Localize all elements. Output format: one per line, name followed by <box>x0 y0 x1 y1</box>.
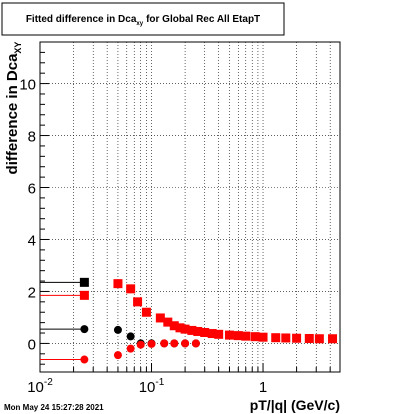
data-point-square <box>271 333 281 343</box>
data-point-square <box>175 323 185 333</box>
data-point-circle <box>181 339 190 348</box>
data-point-circle <box>113 351 122 360</box>
data-point-square <box>141 307 151 317</box>
data-point-circle <box>113 325 122 334</box>
data-point-square <box>126 284 136 294</box>
y-tick-label: 6 <box>28 181 36 198</box>
data-point-square <box>207 329 217 339</box>
y-axis-label: difference in DcaXY <box>4 42 23 175</box>
y-tick-label: 8 <box>28 129 36 146</box>
data-point-square <box>193 326 203 336</box>
x-tick-label: 10-1 <box>139 377 165 396</box>
data-point-square <box>163 317 173 327</box>
data-point-square <box>281 333 291 343</box>
data-point-square <box>314 334 324 344</box>
data-point-square <box>79 290 89 300</box>
data-point-square <box>155 313 165 323</box>
footer-timestamp: Mon May 24 15:27:28 2021 <box>4 403 104 412</box>
data-point-circle <box>147 339 156 348</box>
data-point-square <box>328 334 338 344</box>
y-tick-label: 0 <box>28 336 36 353</box>
data-point-square <box>233 331 243 341</box>
x-tick-label: 10-2 <box>27 377 53 396</box>
data-series <box>40 277 338 364</box>
data-point-circle <box>191 339 200 348</box>
data-point-circle <box>160 339 169 348</box>
series-red-squares <box>40 279 338 344</box>
chart-title: Fitted difference in Dcaxy for Global Rec… <box>26 14 260 27</box>
x-tick-label: 1 <box>259 379 267 396</box>
data-point-circle <box>126 332 135 341</box>
data-point-square <box>200 328 210 338</box>
axis-ticks: 0 2 4 6 8 10 10-2 10-1 1 <box>19 51 331 396</box>
data-point-circle <box>136 340 145 349</box>
data-point-square <box>241 331 251 341</box>
data-point-square <box>79 277 89 287</box>
data-point-square <box>304 333 314 343</box>
data-point-square <box>250 332 260 342</box>
data-point-square <box>180 324 190 334</box>
grid <box>40 42 340 372</box>
data-point-circle <box>126 344 135 353</box>
title-box: Fitted difference in Dcaxy for Global Rec… <box>1 2 285 36</box>
data-point-square <box>133 297 143 307</box>
data-point-circle <box>80 355 89 364</box>
data-point-square <box>113 279 123 289</box>
data-point-square <box>292 333 302 343</box>
data-point-square <box>169 321 179 331</box>
plot-area <box>39 41 341 373</box>
data-point-circle <box>170 339 179 348</box>
y-tick-label: 2 <box>28 284 36 301</box>
series-red-circles <box>40 339 200 364</box>
y-tick-label: 10 <box>19 77 36 94</box>
y-tick-label: 4 <box>28 232 36 249</box>
data-point-square <box>214 329 224 339</box>
data-point-square <box>224 330 234 340</box>
data-point-circle <box>80 325 89 334</box>
x-axis-label: pT/|q| (GeV/c) <box>250 397 340 413</box>
data-point-square <box>187 325 197 335</box>
data-point-square <box>258 332 268 342</box>
series-black-squares <box>40 277 89 287</box>
